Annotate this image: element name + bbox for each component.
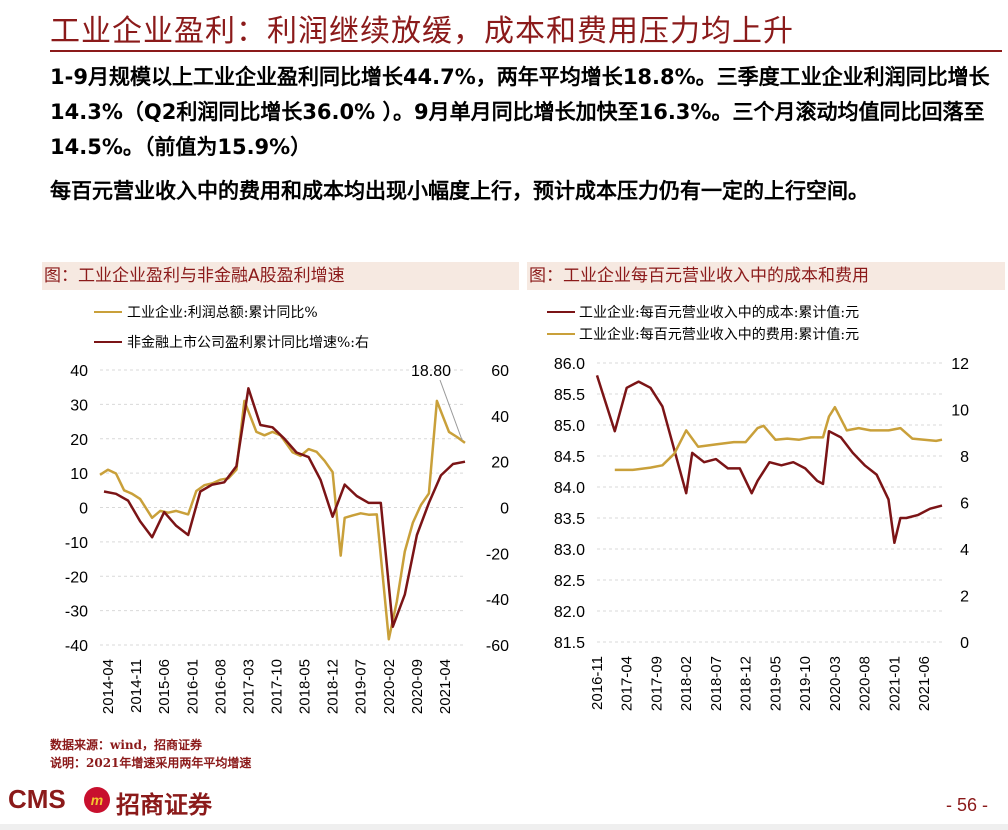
x-axis-tick-label: 2018-02 xyxy=(678,656,695,711)
right-axis-tick-label: 8 xyxy=(960,449,969,466)
right-axis-tick-label: -60 xyxy=(486,638,509,655)
left-axis-tick-label: 82.0 xyxy=(554,604,585,621)
x-axis-tick-label: 2016-08 xyxy=(212,659,229,714)
left-axis-tick-label: -40 xyxy=(65,638,88,655)
left-axis-tick-label: 86.0 xyxy=(554,356,585,373)
left-axis-tick-label: -30 xyxy=(65,604,88,621)
right-axis-tick-label: 20 xyxy=(491,455,509,472)
page-title: 工业企业盈利：利润继续放缓，成本和费用压力均上升 xyxy=(50,14,794,49)
title-divider xyxy=(50,50,1002,52)
left-axis-tick-label: 84.5 xyxy=(554,449,585,466)
left-axis-tick-label: 30 xyxy=(70,397,88,414)
left-axis-tick-label: 0 xyxy=(79,501,88,518)
left-axis-tick-label: 20 xyxy=(70,432,88,449)
x-axis-tick-label: 2020-03 xyxy=(827,656,844,711)
left-axis-tick-label: 81.5 xyxy=(554,635,585,652)
brand-name: 招商证券 xyxy=(116,790,212,819)
chart-right-caption: 图：工业企业每百元营业收入中的成本和费用 xyxy=(527,262,1005,290)
x-axis-tick-label: 2017-03 xyxy=(240,659,257,714)
legend-label-listed-earnings: 非金融上市公司盈利累计同比增速%:右 xyxy=(127,334,369,351)
methodology-note: 说明：2021年增速采用两年平均增速 xyxy=(50,756,252,770)
x-axis-tick-label: 2019-07 xyxy=(353,659,370,714)
right-axis-tick-label: -20 xyxy=(486,546,509,563)
profit-growth-chart: 工业企业:利润总额:累计同比% 非金融上市公司盈利累计同比增速%:右 40 30 2… xyxy=(65,304,509,714)
chart-left-caption: 图：工业企业盈利与非金融A股盈利增速 xyxy=(42,262,519,290)
right-axis-tick-label: 0 xyxy=(500,501,509,518)
left-axis-tick-label: 84.0 xyxy=(554,480,585,497)
left-axis-tick-label: 10 xyxy=(70,466,88,483)
legend-label-expense: 工业企业:每百元营业收入中的费用:累计值:元 xyxy=(579,326,859,343)
left-axis-tick-label: 83.0 xyxy=(554,542,585,559)
brand-logo-icon: m xyxy=(84,787,110,813)
left-axis-tick-label: 85.0 xyxy=(554,418,585,435)
left-axis-tick-label: -20 xyxy=(65,569,88,586)
x-axis-tick-label: 2016-01 xyxy=(184,659,201,714)
x-axis-tick-label: 2020-09 xyxy=(409,659,426,714)
x-axis-tick-label: 2018-07 xyxy=(708,656,725,711)
legend-label-cost: 工业企业:每百元营业收入中的成本:累计值:元 xyxy=(579,304,859,321)
right-axis-tick-label: 2 xyxy=(960,589,969,606)
left-axis-tick-label: -10 xyxy=(65,535,88,552)
x-axis-tick-label: 2015-06 xyxy=(156,659,173,714)
x-axis-tick-label: 2014-11 xyxy=(128,659,145,713)
x-axis-tick-label: 2021-04 xyxy=(437,659,454,714)
x-axis-tick-label: 2018-12 xyxy=(738,656,755,711)
footer-bar xyxy=(0,824,1008,830)
brand-logo-text: CMS xyxy=(8,784,66,814)
left-axis-tick-label: 85.5 xyxy=(554,387,585,404)
right-axis-tick-label: 0 xyxy=(960,635,969,652)
cost-expense-chart: 工业企业:每百元营业收入中的成本:累计值:元 工业企业:每百元营业收入中的费用:… xyxy=(547,304,969,711)
right-axis-tick-label: 60 xyxy=(491,363,509,380)
series-line-2 xyxy=(103,387,466,628)
summary-paragraph-1: 1-9月规模以上工业企业盈利同比增长44.7%，两年平均增长18.8%。三季度工… xyxy=(50,65,990,159)
series-line-2 xyxy=(614,405,943,472)
x-axis-tick-label: 2018-05 xyxy=(297,659,314,714)
right-axis-tick-label: -40 xyxy=(486,592,509,609)
right-axis-tick-label: 40 xyxy=(491,409,509,426)
right-axis-tick-label: 10 xyxy=(951,403,969,420)
x-axis-tick-label: 2016-11 xyxy=(589,656,606,710)
x-axis-tick-label: 2018-12 xyxy=(325,659,342,714)
x-axis-tick-label: 2019-05 xyxy=(767,656,784,711)
x-axis-tick-label: 2021-06 xyxy=(916,656,933,711)
annotation-leader-line xyxy=(439,379,463,441)
x-axis-tick-label: 2017-10 xyxy=(268,659,285,714)
summary-paragraph-2: 每百元营业收入中的费用和成本均出现小幅度上行，预计成本压力仍有一定的上行空间。 xyxy=(50,179,869,203)
right-axis-tick-label: 12 xyxy=(951,356,969,373)
x-axis-tick-label: 2017-09 xyxy=(648,656,665,711)
x-axis-tick-label: 2017-04 xyxy=(619,656,636,711)
x-axis-tick-label: 2021-01 xyxy=(886,656,903,711)
legend-label-industrial-profit: 工业企业:利润总额:累计同比% xyxy=(127,304,318,321)
x-axis-tick-label: 2014-04 xyxy=(100,659,117,714)
left-axis-tick-label: 83.5 xyxy=(554,511,585,528)
annotation-latest-value: 18.80 xyxy=(411,363,451,380)
right-axis-tick-label: 6 xyxy=(960,496,969,513)
series-line-1 xyxy=(595,375,943,545)
page-number: - 56 - xyxy=(945,795,988,815)
left-axis-tick-label: 40 xyxy=(70,363,88,380)
right-axis-tick-label: 4 xyxy=(960,542,969,559)
left-axis-tick-label: 82.5 xyxy=(554,573,585,590)
x-axis-tick-label: 2019-10 xyxy=(797,656,814,711)
x-axis-tick-label: 2020-08 xyxy=(857,656,874,711)
x-axis-tick-label: 2020-02 xyxy=(381,659,398,714)
data-source-note: 数据来源：wind，招商证券 xyxy=(50,738,203,752)
